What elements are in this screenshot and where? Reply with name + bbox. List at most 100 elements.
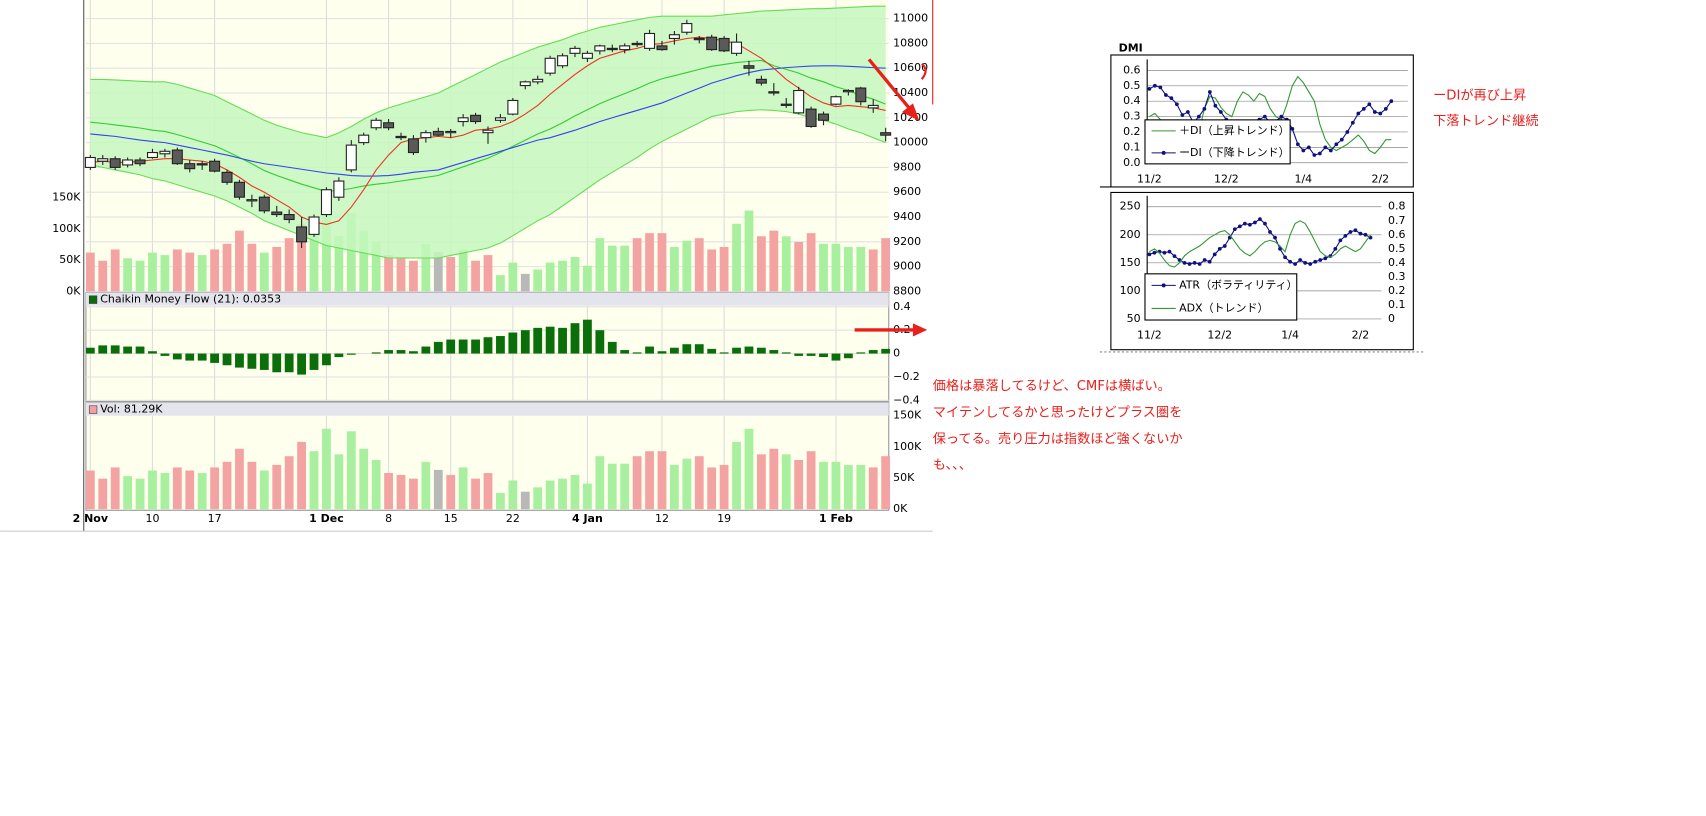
note-text: マイテンしてるかと思ったけどプラス圏を [933,404,1183,420]
bar [732,441,741,510]
volume-bar [185,252,195,292]
bar [148,470,157,510]
volume-bar [545,262,555,292]
volume-bar [781,236,791,292]
bar [670,347,679,354]
candle-body [445,130,457,134]
marker-curve [920,62,927,80]
volume-bar [135,260,145,292]
series-marker [1196,114,1201,119]
bar [210,353,220,363]
candle-body [271,211,283,216]
chart-title: DMI [1119,41,1143,54]
series-marker [1242,221,1247,226]
volume-bar [322,210,331,292]
candle-body [693,37,705,41]
bar [297,353,306,375]
volume-bar [458,249,468,292]
bar [409,351,418,354]
candle-body [780,103,792,106]
bar [533,327,543,354]
bar [632,456,642,510]
candle-body [532,78,544,83]
volume-bar [247,243,257,292]
pane-title: Vol: 81.29K [100,403,163,416]
volume-bar [682,240,692,292]
series-marker [1328,148,1333,153]
bar [868,350,878,354]
series-marker [1147,86,1152,91]
bar [322,428,331,510]
candle-body [557,55,569,67]
bar [334,353,344,358]
candle-body [358,134,370,144]
y2-tick-label: 0.3 [1388,270,1405,283]
volume-bar [744,210,754,292]
candle-body [146,151,158,159]
bar [433,341,443,354]
series-marker [1288,259,1292,264]
bar [843,353,853,359]
x-tick-label: 22 [506,512,520,525]
y-tick-label: 10000 [893,136,928,149]
series-marker [1353,228,1358,233]
series-marker [1323,256,1328,261]
charts: 8800900092009400960098001000010200104001… [52,0,1408,525]
candle-body [818,113,830,121]
series-marker [1339,137,1344,142]
series-marker [1361,107,1366,111]
candle-body [233,181,245,198]
bar [284,353,294,373]
candle-body [681,23,693,33]
y-tick-label: 0.1 [1123,140,1140,153]
bar [819,353,828,358]
volume-bar [520,273,530,292]
volume-bar [409,260,418,292]
candle-body [184,163,196,170]
bar [185,353,195,361]
bar [520,491,530,510]
volume-bar [160,255,170,292]
volume-bar [85,252,95,292]
bar [607,341,617,354]
bar [831,353,841,361]
bar [756,347,766,354]
series-marker [1187,262,1192,266]
series-marker [1378,111,1383,116]
series-marker [1293,262,1297,266]
y-tick-label: 9200 [893,235,921,248]
bar [334,454,344,510]
x-tick-label: 12/2 [1207,328,1232,341]
header-swatch [88,405,98,414]
candle-body [283,213,295,221]
volume-bar [607,245,617,292]
bar [483,473,493,510]
series-marker [1164,93,1168,97]
y2-tick-label: 0K [66,284,81,297]
note-text: 保ってる。売り圧力は指数ほど強くないか [933,431,1183,447]
x-tick-label: 19 [717,512,731,525]
series-marker [1308,262,1313,266]
candle-body [420,132,432,139]
y-tick-label: 100K [893,440,922,453]
bar [409,478,418,510]
volume-bar [843,246,853,292]
series-marker [1356,111,1361,116]
bar [483,337,493,354]
bar [570,323,580,354]
series-marker [1169,96,1174,100]
x-tick-label: 2/2 [1352,328,1370,341]
bar [732,347,741,354]
bar [148,351,157,354]
bar [632,352,642,354]
volume-bar [98,260,108,292]
bar [197,353,207,361]
candle-body [706,36,718,51]
volume-bar [359,230,369,292]
candle-body [370,119,382,129]
y2-tick-label: 100K [52,222,81,235]
series-marker [1172,254,1177,258]
x-tick-label: 1 Dec [309,512,344,525]
